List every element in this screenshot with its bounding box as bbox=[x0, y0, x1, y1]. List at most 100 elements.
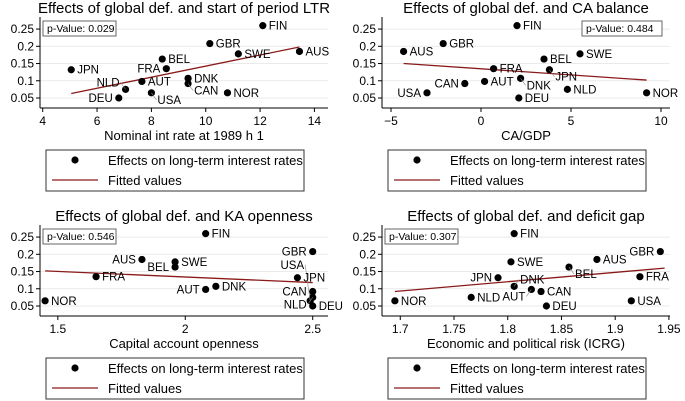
point-label: DNK bbox=[194, 73, 219, 85]
y-tick-label: 0.15 bbox=[353, 265, 377, 279]
point-label: FRA bbox=[500, 64, 523, 76]
data-point bbox=[461, 79, 469, 88]
point-label: AUS bbox=[305, 46, 329, 58]
legend: Effects on long-term interest rates Fitte… bbox=[45, 357, 305, 400]
x-axis-label: Nominal int rate at 1989 h 1 bbox=[104, 128, 264, 143]
data-point bbox=[171, 263, 179, 271]
data-point bbox=[563, 85, 571, 93]
label-leader-line bbox=[568, 266, 575, 275]
legend-point-marker bbox=[71, 156, 79, 164]
point-label: DEU bbox=[319, 301, 343, 313]
label-leader-line bbox=[187, 83, 194, 91]
x-tick-label: 10 bbox=[199, 114, 213, 128]
point-label: BEL bbox=[168, 54, 190, 66]
x-tick-label: 1.7 bbox=[392, 322, 409, 336]
y-tick-label: 0.05 bbox=[11, 91, 35, 105]
label-leader-line bbox=[549, 69, 555, 77]
y-tick-label: 0.05 bbox=[353, 299, 377, 313]
x-axis-label: CA/GDP bbox=[501, 128, 551, 143]
label-leader-line bbox=[151, 92, 157, 101]
data-point bbox=[147, 89, 155, 97]
data-point bbox=[527, 285, 535, 294]
x-tick-label: 1.75 bbox=[442, 322, 466, 336]
p-value-box bbox=[42, 228, 117, 245]
data-point bbox=[507, 258, 515, 266]
point-label: DNK bbox=[222, 281, 247, 293]
y-tick-label: 0.15 bbox=[11, 265, 35, 279]
x-tick-label: 8 bbox=[148, 114, 155, 128]
legend-points-label: Effects on long-term interest rates bbox=[450, 361, 645, 376]
data-point bbox=[481, 77, 489, 86]
point-label: JPN bbox=[555, 72, 577, 84]
data-point bbox=[467, 293, 475, 301]
data-point bbox=[542, 302, 551, 310]
data-point bbox=[643, 89, 651, 97]
point-label: AUT bbox=[502, 291, 525, 303]
label-leaders bbox=[304, 264, 313, 305]
data-point bbox=[41, 297, 49, 305]
label-leaders bbox=[520, 69, 555, 86]
data-point bbox=[138, 77, 146, 86]
p-value-text: p-Value: 0.484 bbox=[586, 23, 654, 35]
x-tick-label: 4 bbox=[39, 114, 46, 128]
y-tick-label: 0.25 bbox=[11, 22, 35, 36]
point-label: USA bbox=[157, 95, 181, 107]
point-label: NLD bbox=[477, 292, 500, 304]
label-leader-line bbox=[520, 78, 526, 86]
x-axis-label: Economic and political risk (ICRG) bbox=[427, 336, 625, 351]
point-label: CAN bbox=[547, 287, 571, 299]
p-value-text: p-Value: 0.029 bbox=[47, 23, 115, 35]
point-label: DEU bbox=[525, 93, 549, 105]
legend-fit-label: Fitted values bbox=[108, 173, 182, 188]
x-tick-label: 1.95 bbox=[657, 322, 681, 336]
point-label: SWE bbox=[244, 49, 271, 61]
x-tick-label: 5 bbox=[568, 114, 575, 128]
data-point bbox=[513, 22, 521, 30]
x-tick-label: 1.5 bbox=[49, 322, 66, 336]
data-point bbox=[400, 47, 408, 56]
point-label: AUS bbox=[603, 254, 627, 266]
data-point bbox=[295, 47, 304, 56]
scatter-panel: Effects of global def. and start of peri… bbox=[11, 0, 330, 192]
data-point bbox=[115, 94, 123, 102]
x-tick-label: −5 bbox=[384, 114, 398, 128]
y-tick-label: 0.2 bbox=[17, 247, 34, 261]
data-point bbox=[234, 50, 242, 58]
y-tick-label: 0.25 bbox=[353, 230, 377, 244]
y-tick-label: 0.15 bbox=[11, 57, 35, 71]
p-value-box bbox=[581, 20, 663, 37]
point-label: NLD bbox=[573, 84, 596, 96]
data-point bbox=[309, 287, 317, 296]
point-label: BEL bbox=[550, 54, 572, 66]
fitted-line bbox=[394, 267, 665, 293]
point-label: AUT bbox=[148, 76, 171, 88]
point-label: DNK bbox=[527, 80, 552, 92]
point-label: USA bbox=[397, 88, 421, 100]
y-tick-label: 0.25 bbox=[11, 230, 35, 244]
point-label: BEL bbox=[575, 269, 597, 281]
chart-title: Effects of global def. and KA openness bbox=[55, 208, 312, 225]
point-label: AUS bbox=[410, 46, 434, 58]
point-label: AUS bbox=[112, 254, 136, 266]
data-point bbox=[510, 230, 518, 238]
y-tick-label: 0.2 bbox=[17, 39, 34, 53]
data-point bbox=[593, 255, 601, 264]
point-label: FIN bbox=[212, 229, 231, 241]
data-point bbox=[439, 39, 447, 48]
x-tick-label: 1.85 bbox=[550, 322, 574, 336]
x-tick-label: 6 bbox=[94, 114, 101, 128]
point-label: FRA bbox=[137, 64, 160, 76]
point-label: DEU bbox=[552, 301, 576, 313]
y-tick-label: 0.05 bbox=[353, 91, 377, 105]
point-label: BEL bbox=[147, 262, 169, 274]
legend-box bbox=[387, 357, 647, 400]
data-point bbox=[309, 302, 317, 310]
fitted-line bbox=[403, 62, 647, 81]
point-label: GBR bbox=[629, 247, 654, 259]
p-value-text: p-Value: 0.546 bbox=[47, 231, 115, 243]
data-point bbox=[202, 285, 210, 294]
label-leaders bbox=[120, 82, 194, 101]
data-point bbox=[92, 273, 100, 281]
data-point bbox=[656, 247, 664, 256]
